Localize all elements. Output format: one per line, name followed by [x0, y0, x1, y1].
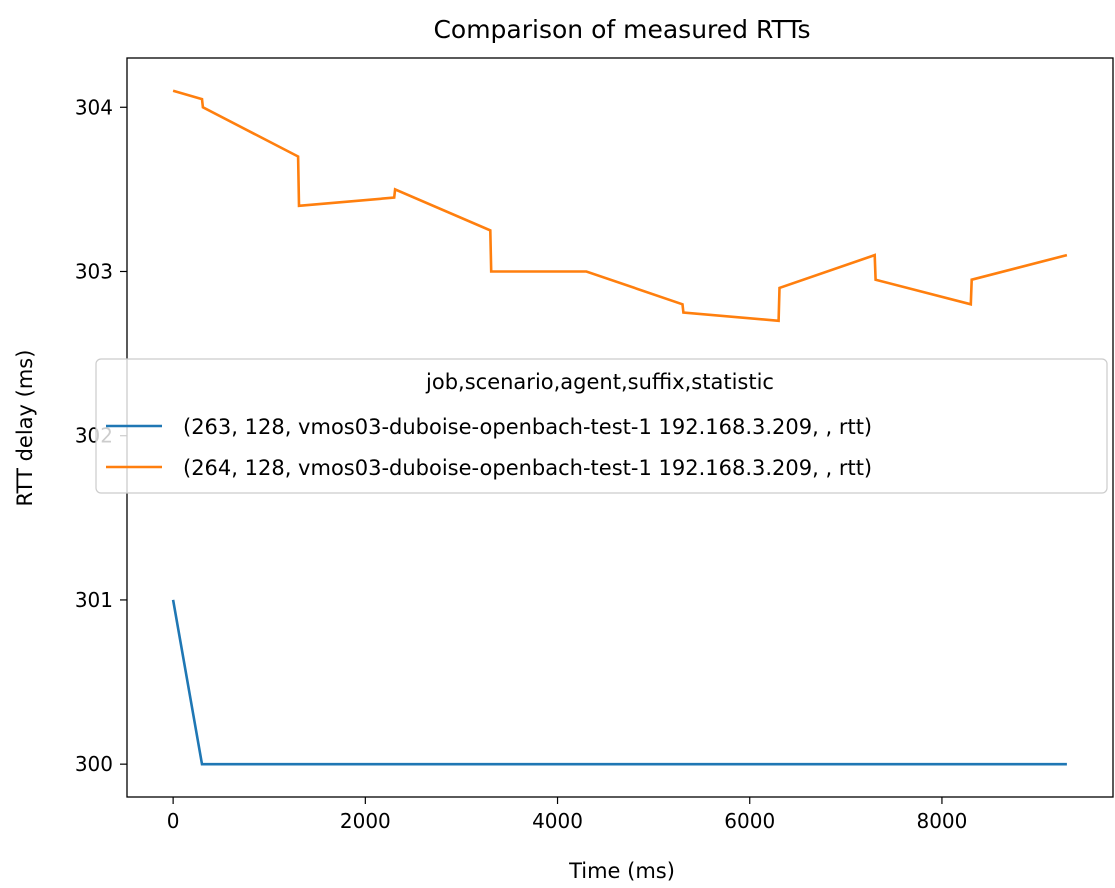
y-axis-label: RTT delay (ms) [13, 350, 37, 507]
x-axis: 0 2000 4000 6000 8000 [167, 797, 967, 833]
x-tick-label: 2000 [340, 809, 391, 833]
x-tick-label: 4000 [532, 809, 583, 833]
legend-title: job,scenario,agent,suffix,statistic [425, 370, 774, 394]
y-tick-label: 303 [75, 259, 113, 283]
x-tick-label: 8000 [916, 809, 967, 833]
x-axis-label: Time (ms) [568, 859, 675, 883]
x-tick-label: 0 [167, 809, 180, 833]
legend: job,scenario,agent,suffix,statistic (263… [95, 358, 1108, 494]
series-line-1 [171, 599, 1067, 766]
legend-entry-series-1: (263, 128, vmos03-duboise-openbach-test-… [183, 415, 872, 439]
y-tick-label: 304 [75, 95, 113, 119]
y-tick-label: 300 [75, 752, 113, 776]
plot-area [171, 89, 1068, 766]
legend-box [95, 358, 1108, 494]
y-tick-label: 301 [75, 588, 113, 612]
chart-title: Comparison of measured RTTs [433, 15, 810, 44]
legend-entry-series-2: (264, 128, vmos03-duboise-openbach-test-… [183, 456, 872, 480]
x-tick-label: 6000 [724, 809, 775, 833]
series-line-2 [172, 89, 1068, 323]
